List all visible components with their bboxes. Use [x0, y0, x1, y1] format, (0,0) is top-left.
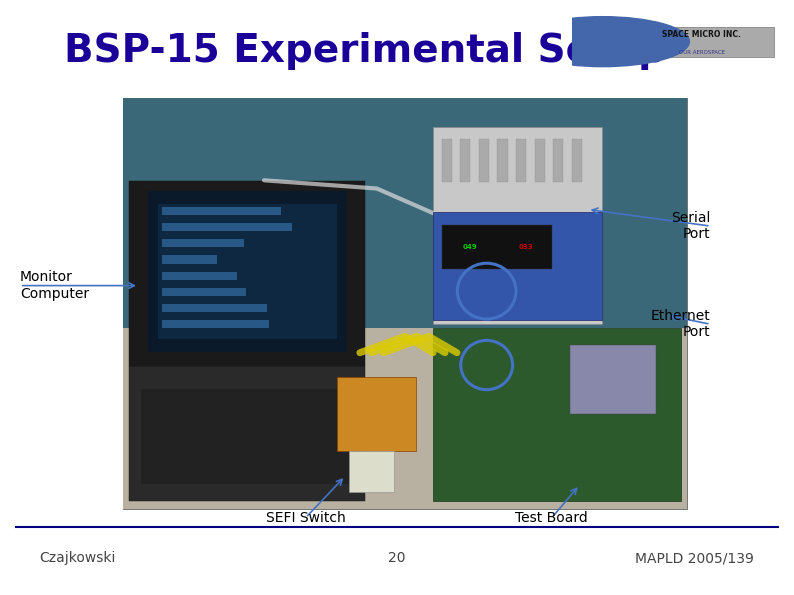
FancyBboxPatch shape — [123, 98, 687, 336]
FancyBboxPatch shape — [161, 207, 232, 215]
FancyBboxPatch shape — [630, 27, 774, 57]
Text: Serial
Port: Serial Port — [671, 211, 711, 241]
FancyBboxPatch shape — [129, 366, 365, 500]
Text: Test Board: Test Board — [515, 511, 588, 525]
FancyBboxPatch shape — [434, 127, 602, 324]
Text: SPACE MICRO INC.: SPACE MICRO INC. — [662, 30, 741, 39]
FancyBboxPatch shape — [349, 451, 394, 492]
FancyBboxPatch shape — [434, 212, 602, 320]
FancyBboxPatch shape — [161, 304, 215, 312]
Text: OUR AEROSPACE: OUR AEROSPACE — [679, 50, 725, 55]
FancyBboxPatch shape — [141, 389, 353, 484]
FancyBboxPatch shape — [434, 328, 681, 500]
FancyBboxPatch shape — [161, 271, 287, 280]
FancyBboxPatch shape — [497, 139, 507, 182]
FancyBboxPatch shape — [441, 139, 452, 182]
Text: BSP-15 Experimental Setup: BSP-15 Experimental Setup — [64, 32, 666, 70]
FancyBboxPatch shape — [534, 139, 545, 182]
FancyBboxPatch shape — [123, 98, 687, 509]
Circle shape — [516, 17, 689, 67]
FancyBboxPatch shape — [161, 255, 238, 264]
Text: 049: 049 — [463, 244, 478, 250]
FancyBboxPatch shape — [569, 345, 657, 414]
Text: 033: 033 — [518, 244, 534, 250]
FancyBboxPatch shape — [129, 181, 365, 366]
FancyBboxPatch shape — [441, 226, 552, 269]
FancyBboxPatch shape — [123, 328, 687, 509]
FancyBboxPatch shape — [337, 377, 416, 451]
FancyBboxPatch shape — [461, 139, 470, 182]
Text: MAPLD 2005/139: MAPLD 2005/139 — [635, 551, 754, 565]
FancyBboxPatch shape — [553, 139, 564, 182]
Text: Czajkowski: Czajkowski — [40, 551, 116, 565]
FancyBboxPatch shape — [148, 191, 346, 352]
FancyBboxPatch shape — [161, 320, 293, 328]
Text: SEFI Switch: SEFI Switch — [266, 511, 345, 525]
FancyBboxPatch shape — [161, 288, 216, 296]
Text: 20: 20 — [388, 551, 406, 565]
FancyBboxPatch shape — [161, 223, 236, 231]
FancyBboxPatch shape — [161, 239, 263, 248]
FancyBboxPatch shape — [157, 203, 337, 340]
FancyBboxPatch shape — [479, 139, 489, 182]
FancyBboxPatch shape — [516, 139, 526, 182]
Text: Ethernet
Port: Ethernet Port — [651, 309, 711, 339]
FancyBboxPatch shape — [572, 139, 582, 182]
Text: Monitor
Computer: Monitor Computer — [20, 271, 89, 300]
